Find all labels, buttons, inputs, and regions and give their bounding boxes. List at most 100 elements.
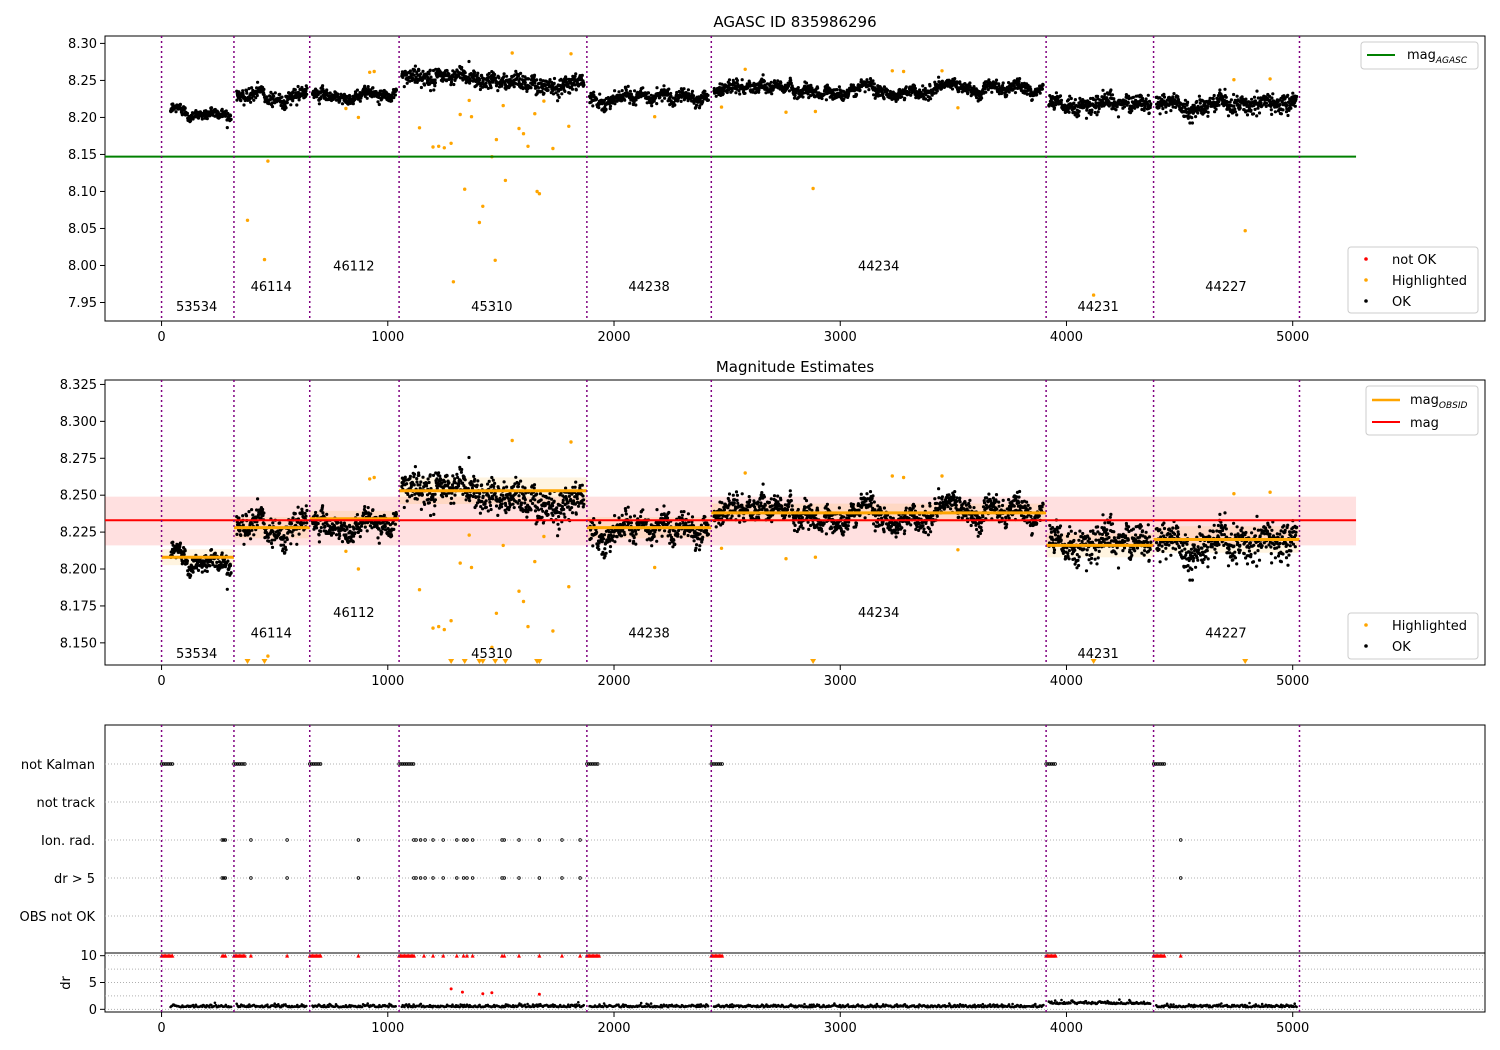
ok-point bbox=[459, 470, 463, 474]
ok-point bbox=[502, 480, 506, 484]
ok-point bbox=[376, 100, 380, 104]
ok-point bbox=[239, 533, 243, 538]
ok-point bbox=[1235, 113, 1239, 117]
ok-point bbox=[393, 93, 397, 97]
ok-point bbox=[1059, 98, 1064, 102]
ok-point bbox=[382, 513, 386, 517]
highlighted-point bbox=[901, 69, 906, 74]
ok-point bbox=[613, 540, 617, 544]
ok-point bbox=[701, 99, 705, 104]
agasc-panel-points bbox=[169, 51, 1299, 297]
ok-point bbox=[1229, 98, 1233, 102]
ok-point bbox=[551, 513, 555, 518]
ok-point bbox=[552, 81, 556, 85]
ok-point bbox=[419, 480, 423, 484]
ok-point bbox=[415, 497, 419, 501]
ok-point bbox=[502, 75, 506, 79]
ok-point bbox=[516, 485, 521, 489]
ok-point bbox=[564, 77, 568, 81]
ok-point bbox=[613, 102, 617, 106]
ok-point bbox=[437, 471, 441, 475]
ok-point bbox=[574, 72, 578, 76]
ok-point bbox=[453, 493, 457, 497]
ok-point bbox=[315, 526, 319, 530]
ok-point bbox=[412, 483, 416, 487]
ok-point bbox=[484, 505, 488, 509]
ok-point bbox=[412, 68, 417, 72]
ok-point bbox=[283, 551, 287, 555]
ok-point bbox=[1073, 98, 1077, 102]
ok-point bbox=[953, 77, 957, 81]
ok-point bbox=[1255, 89, 1259, 93]
ok-point bbox=[303, 511, 307, 515]
ok-point bbox=[317, 533, 321, 537]
ok-point bbox=[408, 69, 412, 73]
highlighted-point bbox=[442, 146, 446, 150]
ok-point bbox=[539, 498, 543, 502]
ok-point bbox=[519, 501, 524, 505]
ok-point bbox=[617, 90, 621, 94]
ok-point bbox=[305, 508, 309, 513]
ok-point bbox=[557, 95, 561, 99]
ok-point bbox=[691, 94, 696, 98]
ok-point bbox=[540, 515, 544, 519]
ok-point bbox=[523, 498, 527, 502]
ok-point bbox=[589, 536, 593, 541]
ok-point bbox=[928, 84, 932, 88]
ok-point bbox=[628, 515, 633, 519]
ok-point bbox=[597, 547, 601, 552]
y-tick-label: 7.95 bbox=[68, 296, 97, 311]
y-tick-label: 8.00 bbox=[68, 259, 97, 274]
ok-point bbox=[1271, 92, 1275, 96]
ok-point bbox=[629, 92, 634, 96]
ok-point bbox=[924, 97, 928, 101]
ok-point bbox=[634, 98, 638, 102]
ok-point bbox=[237, 516, 241, 520]
ok-point bbox=[533, 498, 537, 502]
ok-point bbox=[867, 88, 871, 92]
ok-point bbox=[338, 99, 342, 103]
highlighted-point bbox=[467, 98, 471, 103]
ok-point bbox=[582, 502, 586, 506]
ok-point bbox=[1196, 111, 1200, 115]
ok-point bbox=[1018, 77, 1022, 81]
ok-point bbox=[1041, 83, 1045, 87]
ok-point bbox=[353, 531, 357, 535]
ok-point bbox=[208, 114, 212, 118]
ok-point bbox=[913, 86, 918, 91]
ok-point bbox=[252, 98, 256, 102]
ok-point bbox=[1017, 79, 1021, 83]
ok-point bbox=[863, 90, 867, 94]
ok-point bbox=[277, 531, 281, 535]
ok-point bbox=[517, 494, 521, 498]
ok-point bbox=[363, 525, 367, 529]
ok-point bbox=[244, 514, 249, 518]
ok-point bbox=[523, 486, 527, 490]
ok-point bbox=[321, 504, 325, 508]
x-tick-label: 3000 bbox=[824, 330, 857, 345]
ok-point bbox=[369, 512, 373, 516]
ok-point bbox=[531, 501, 535, 506]
highlighted-point bbox=[533, 112, 537, 116]
ok-point bbox=[620, 99, 624, 103]
ok-point bbox=[633, 529, 638, 533]
ok-point bbox=[620, 89, 624, 93]
ok-point bbox=[557, 527, 561, 531]
ok-point bbox=[559, 511, 563, 515]
ok-point bbox=[601, 537, 606, 541]
x-tick-label: 2000 bbox=[597, 330, 630, 345]
ok-point bbox=[383, 524, 387, 529]
highlighted-point bbox=[463, 187, 467, 191]
ok-point bbox=[489, 507, 493, 512]
ok-point bbox=[535, 78, 539, 82]
ok-point bbox=[1190, 116, 1194, 120]
ok-point bbox=[445, 69, 449, 73]
ok-point bbox=[1190, 121, 1194, 125]
ok-point bbox=[824, 98, 829, 102]
ok-point bbox=[1162, 95, 1167, 99]
ok-point bbox=[476, 71, 480, 75]
highlighted-point bbox=[494, 137, 499, 142]
ok-point bbox=[293, 511, 297, 516]
ok-point bbox=[551, 92, 556, 96]
